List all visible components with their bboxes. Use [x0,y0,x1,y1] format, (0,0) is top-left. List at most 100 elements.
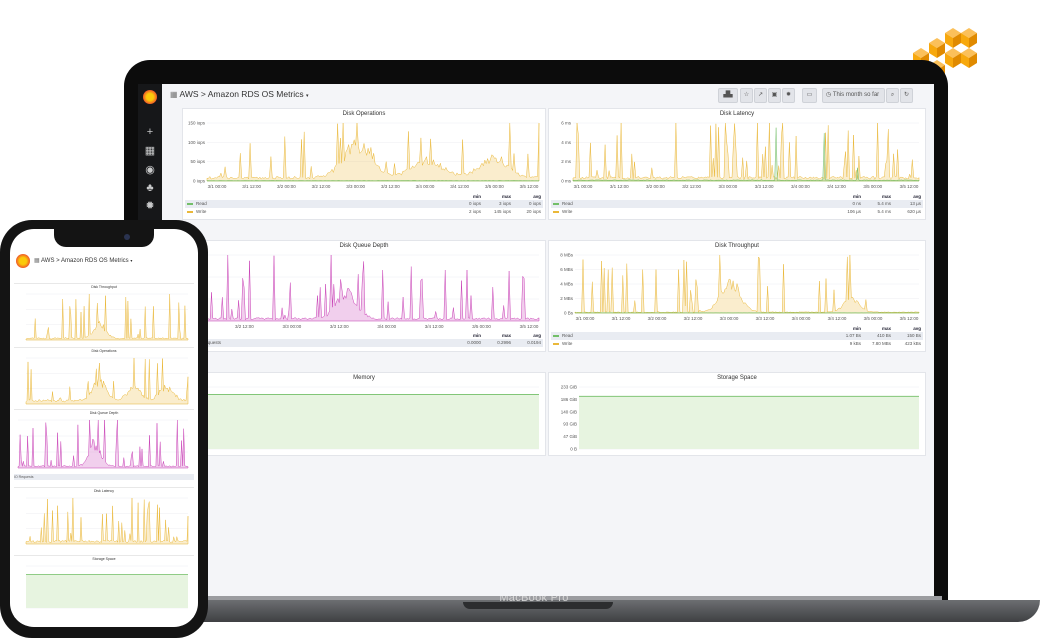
refresh-button[interactable]: ↻ [900,88,913,103]
time-picker[interactable]: ◷ This month so far [822,88,885,103]
x-tick-label: 3/3 00:00 [282,324,301,329]
clock-icon: ◷ [826,92,832,98]
area-fill [579,396,919,449]
x-tick-label: 3/2 12:00 [682,184,701,189]
compass-icon[interactable]: ◉ [145,164,155,176]
legend-max: 7.80 MBs [871,341,891,346]
legend-header: min max avg [185,332,543,339]
legend-row-write[interactable]: Write 106 µs 5.4 ms 620 µs [551,208,923,216]
phone-queue-legend[interactable]: IO Requests [14,474,194,480]
grafana-logo-icon[interactable] [16,254,30,268]
x-tick-label: 3/5 00:00 [864,316,883,321]
phone-breadcrumb[interactable]: ▦ AWS > Amazon RDS OS Metrics ▾ [34,257,132,264]
legend-row-read[interactable]: Read 0 iops 3 iops 0 iops [185,200,543,208]
storage-space-panel[interactable]: Storage Space 233 GiB 186 GiB 140 GiB 93 Gi… [548,372,926,456]
memory-graph [187,386,539,450]
settings-button[interactable]: ✹ [782,88,795,103]
legend-row-read[interactable]: Read 0 ns 5.4 ms 13 µs [551,200,923,208]
x-tick-label: 3/5 12:00 [900,184,919,189]
breadcrumb-root[interactable]: AWS [179,89,199,99]
share-button[interactable]: ↗ [754,88,767,103]
memory-panel[interactable]: Memory [182,372,546,456]
x-tick-label: 3/2 00:00 [277,184,296,189]
bell-icon[interactable]: ♣ [146,182,154,194]
dashboard-title[interactable]: Amazon RDS OS Metrics [207,89,304,99]
cube-left [961,33,969,48]
breadcrumb-root[interactable]: AWS [41,258,55,264]
x-tick-label: 3/3 00:00 [720,316,739,321]
legend-row-write[interactable]: Write 2 iops 145 iops 20 iops [185,208,543,216]
cube-left [945,53,953,68]
series-area [25,293,189,341]
x-tick-label: 3/4 12:00 [828,316,847,321]
legend-head-avg: avg [533,333,541,338]
x-tick-label: 3/5 12:00 [900,316,919,321]
gear-icon[interactable]: ✹ [145,200,155,212]
laptop-base [110,600,1040,622]
cube-right [969,53,977,68]
disk-operations-panel[interactable]: Disk Operations 150 iops 100 iops 50 iops 0… [182,108,546,220]
phone-disk-queue-depth-panel[interactable]: Disk Queue Depth IO Requests [14,409,194,482]
panel-title: Disk Throughput [91,285,117,289]
phone-disk-throughput-panel[interactable]: Disk Throughput [14,283,194,346]
phone-disk-operations-panel[interactable]: Disk Operations [14,347,194,410]
panel-title: Memory [353,375,375,381]
cube-left [961,53,969,68]
disk-latency-panel[interactable]: Disk Latency 6 ms 4 ms 2 ms 0 ms 3/1 00:00 3/… [548,108,926,220]
series-area [186,254,540,322]
legend-max: 145 iops [493,209,511,214]
x-tick-label: 3/1 00:00 [576,316,595,321]
phone-screen: ▦ AWS > Amazon RDS OS Metrics ▾ Disk Thr… [10,229,198,627]
disk-queue-depth-panel[interactable]: Disk Queue Depth 3/2 00:003/2 12:003/3 0… [182,240,546,352]
legend-row-write[interactable]: Write 9 kBs 7.80 MBs 423 kBs [551,340,923,348]
x-tick-label: 3/3 12:00 [381,184,400,189]
plus-icon[interactable]: + [146,126,154,138]
gear-icon: ✹ [785,92,792,98]
legend-row-io-requests[interactable]: IO Requests 0.0000 0.2996 0.0194 [185,339,543,347]
breadcrumb-separator: > [56,258,60,264]
legend-row-read[interactable]: Read 1.07 Bs 410 Bs 150 Bs [551,332,923,340]
x-tick-label: 3/3 12:00 [755,184,774,189]
legend-name: Write [562,209,573,214]
disk-throughput-panel[interactable]: Disk Throughput 8 MBs 6 MBs 4 MBs 2 MBs 0 Bs… [548,240,926,352]
zoom-out-button[interactable]: ⌕ [886,88,899,103]
legend-min: 0.0000 [467,340,481,345]
tv-mode-button[interactable]: ▭ [802,88,817,103]
cube-right [969,33,977,48]
star-button[interactable]: ☆ [740,88,753,103]
chevron-down-icon[interactable]: ▾ [130,258,133,263]
x-tick-label: 3/5 12:00 [520,184,539,189]
panel-title: Storage Space [92,557,116,561]
legend-head-max: max [881,194,891,199]
legend-avg: 620 µs [907,209,921,214]
legend-name: IO Requests [14,475,34,479]
dashboard-title[interactable]: Amazon RDS OS Metrics [61,258,129,264]
y-tick-label: 0 B [570,447,577,452]
time-range-label: This month so far [832,92,880,98]
cube-left [945,33,953,48]
phone-storage-space-panel[interactable]: Storage Space [14,555,194,618]
laptop-screen: + ▦ ◉ ♣ ✹ ▦ AWS > Amazon RDS OS Metrics … [138,84,934,596]
series-area [574,254,920,314]
phone-notch [54,229,154,247]
chevron-down-icon[interactable]: ▾ [306,93,309,99]
add-panel-button[interactable]: ▟▙ [718,88,738,103]
write-swatch [553,342,559,345]
legend-header: min max avg [551,193,923,200]
phone-disk-latency-panel[interactable]: Disk Latency [14,487,194,550]
grid-icon[interactable]: ▦ [144,145,156,157]
x-tick-label: 3/5 00:00 [863,184,882,189]
panel-title: Disk Throughput [715,243,759,249]
breadcrumb[interactable]: ▦ AWS > Amazon RDS OS Metrics ▾ [170,89,309,99]
legend-min: 0 iops [468,201,481,206]
panel-title: Disk Queue Depth [339,243,389,249]
grafana-logo-icon[interactable] [143,90,157,104]
refresh-icon: ↻ [903,92,910,98]
x-tick-label: 3/1 12:00 [242,184,261,189]
storage-space-graph: 233 GiB 186 GiB 140 GiB 93 GiB 47 GiB 0 B [561,385,919,452]
x-tick-label: 3/1 00:00 [574,184,593,189]
series-area [25,497,189,545]
disk-queue-depth-graph: 3/2 00:003/2 12:003/3 00:003/3 12:003/4 … [186,254,540,329]
x-tick-label: 3/4 12:00 [450,184,469,189]
save-button[interactable]: ▣ [768,88,781,103]
